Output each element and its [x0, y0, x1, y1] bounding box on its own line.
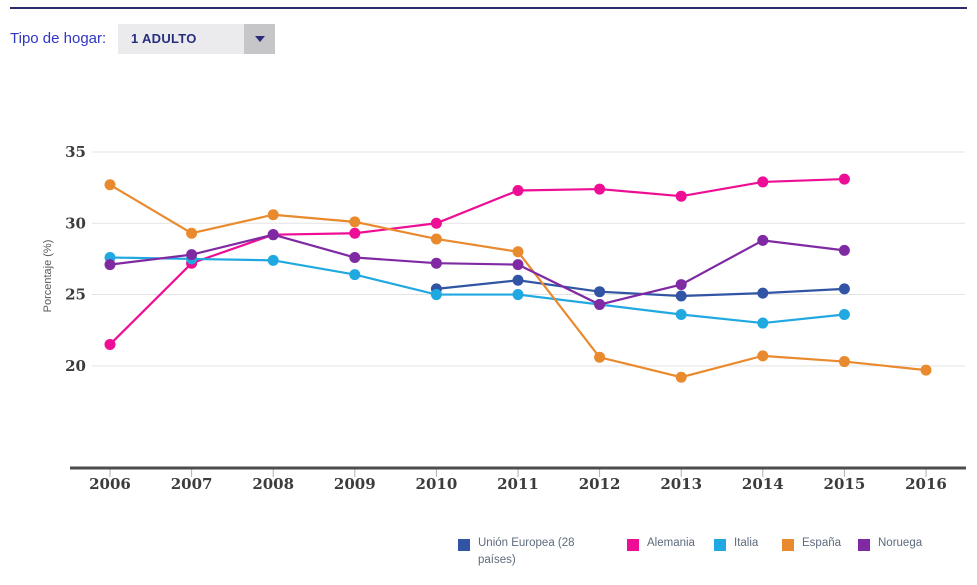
data-point-España-2012 — [594, 351, 606, 363]
legend-label: Italia — [734, 537, 759, 549]
x-tick-label: 2012 — [579, 475, 621, 493]
data-point-España-2011 — [512, 246, 524, 258]
data-point-Alemania-2009 — [349, 227, 361, 239]
data-point-Noruega-2007 — [186, 249, 198, 261]
data-point-Italia-2009 — [349, 269, 361, 281]
x-tick-label: 2009 — [334, 475, 376, 493]
data-point-Alemania-2006 — [104, 338, 116, 350]
data-point-Alemania-2014 — [757, 176, 769, 188]
data-point-Italia-2011 — [512, 289, 524, 301]
data-point-Italia-2015 — [838, 309, 850, 321]
legend-label: Alemania — [647, 537, 695, 549]
data-point-España-2013 — [675, 371, 687, 383]
y-tick-label: 30 — [65, 214, 86, 232]
data-point-Alemania-2015 — [838, 173, 850, 185]
dropdown-arrow-button[interactable] — [244, 24, 275, 54]
legend-item-Italia[interactable]: Italia — [714, 535, 758, 552]
series-line-Noruega — [109, 233, 845, 306]
data-point-España-2009 — [349, 216, 361, 228]
series-line-Alemania — [109, 177, 845, 346]
legend-item-Noruega[interactable]: Noruega — [858, 535, 922, 552]
data-point-Noruega-2012 — [594, 299, 606, 311]
data-point-Noruega-2015 — [838, 244, 850, 256]
household-type-label: Tipo de hogar: — [10, 30, 107, 47]
legend-swatch — [714, 539, 726, 551]
data-point-Noruega-2008 — [267, 229, 279, 241]
data-point-Alemania-2011 — [512, 184, 524, 196]
data-point-Unión Europea (28 países)-2015 — [838, 283, 850, 295]
data-point-Noruega-2013 — [675, 279, 687, 291]
data-point-Unión Europea (28 países)-2012 — [594, 286, 606, 298]
legend-label: Unión Europea (28 países) — [478, 537, 575, 566]
legend-swatch — [782, 539, 794, 551]
data-point-Noruega-2014 — [757, 234, 769, 246]
data-point-España-2008 — [267, 209, 279, 221]
data-point-Unión Europea (28 países)-2013 — [675, 290, 687, 302]
x-tick-label: 2007 — [171, 475, 213, 493]
data-point-España-2006 — [104, 179, 116, 191]
data-point-España-2007 — [186, 227, 198, 239]
y-tick-label: 25 — [65, 286, 86, 304]
x-tick-label: 2014 — [742, 475, 784, 493]
data-point-España-2015 — [838, 356, 850, 368]
data-point-Italia-2010 — [430, 289, 442, 301]
caret-down-icon — [254, 36, 265, 42]
dropdown-selected-value: 1 ADULTO — [131, 31, 197, 46]
x-tick-label: 2013 — [660, 475, 702, 493]
data-point-Italia-2013 — [675, 309, 687, 321]
data-point-Italia-2014 — [757, 317, 769, 329]
x-tick-label: 2011 — [497, 475, 539, 493]
y-axis-title: Porcentaje (%) — [42, 239, 54, 313]
data-point-Italia-2008 — [267, 254, 279, 266]
legend-swatch — [858, 539, 870, 551]
data-point-España-2010 — [430, 233, 442, 245]
data-point-Unión Europea (28 países)-2014 — [757, 287, 769, 299]
legend-swatch — [627, 539, 639, 551]
data-point-España-2014 — [757, 350, 769, 362]
legend-item-España[interactable]: España — [782, 535, 841, 552]
data-point-Noruega-2009 — [349, 251, 361, 263]
legend-item-Unión Europea (28 países)[interactable]: Unión Europea (28 países) — [458, 535, 580, 569]
y-tick-label: 20 — [65, 357, 86, 375]
legend-label: Noruega — [878, 537, 923, 549]
data-point-Alemania-2012 — [594, 183, 606, 195]
legend-item-Alemania[interactable]: Alemania — [627, 535, 695, 552]
legend-label: España — [802, 537, 842, 549]
x-tick-label: 2008 — [252, 475, 294, 493]
x-tick-label: 2016 — [905, 475, 947, 493]
data-point-Unión Europea (28 países)-2011 — [512, 274, 524, 286]
data-point-Noruega-2011 — [512, 259, 524, 271]
top-rule — [10, 7, 967, 9]
data-point-España-2016 — [920, 364, 932, 376]
x-tick-label: 2010 — [416, 475, 458, 493]
legend-swatch — [458, 539, 470, 551]
x-tick-label: 2006 — [89, 475, 131, 493]
data-point-Alemania-2010 — [430, 217, 442, 229]
data-point-Noruega-2006 — [104, 259, 116, 271]
data-point-Alemania-2013 — [675, 190, 687, 202]
y-tick-label: 35 — [65, 143, 86, 161]
x-tick-label: 2015 — [824, 475, 866, 493]
household-type-dropdown[interactable]: 1 ADULTO — [118, 24, 275, 54]
data-point-Noruega-2010 — [430, 257, 442, 269]
series-line-Italia — [109, 256, 845, 325]
